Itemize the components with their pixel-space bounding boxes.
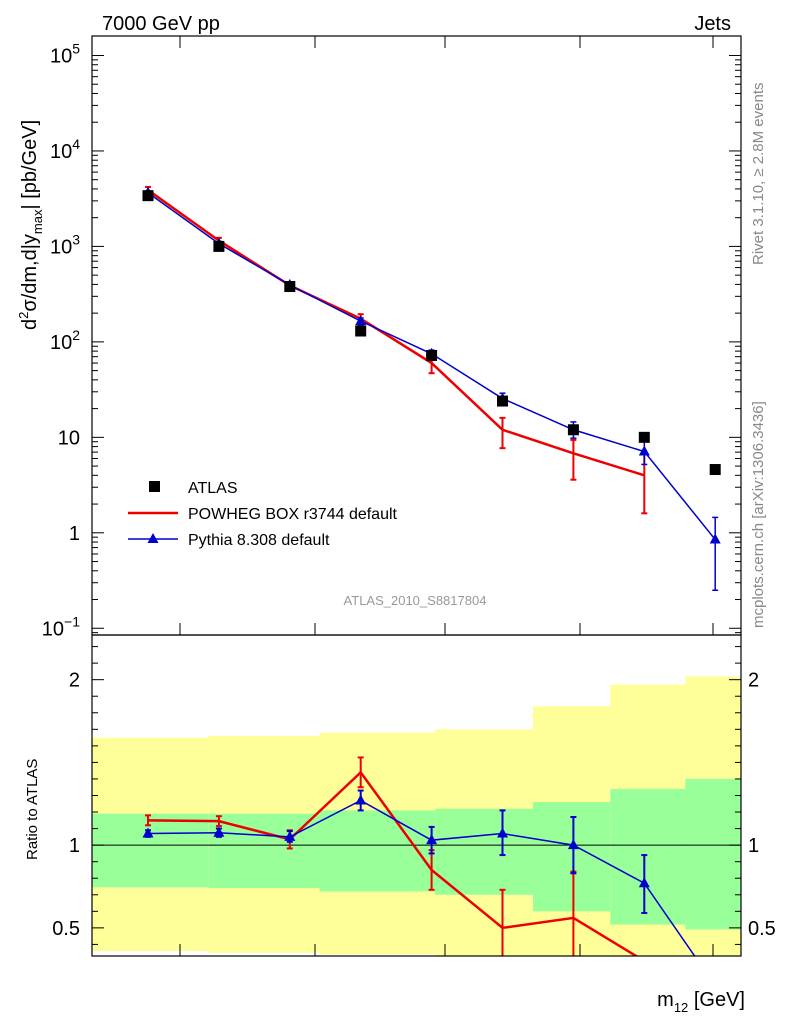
ratio-tick-label-right: 0.5 [748, 918, 776, 940]
ratio-marker [142, 827, 154, 838]
band-inner-4 [532, 802, 611, 912]
ratio-tick-label: 2 [69, 670, 80, 692]
y-tick-label: 10 [58, 427, 80, 449]
y-tick-label: 103 [50, 231, 80, 258]
analysis-label: ATLAS_2010_S8817804 [344, 593, 487, 608]
ratio-tick-label-right: 2 [748, 670, 759, 692]
ratio-marker [213, 826, 225, 837]
pythia-marker [638, 445, 650, 456]
ratio-marker [284, 830, 296, 841]
pythia-marker [355, 315, 367, 326]
process-label: Jets [694, 13, 731, 35]
ratio-y-axis: 0.5 0.5 1 1 2 2 [52, 646, 776, 945]
legend-atlas-marker [149, 481, 160, 492]
main-ylabel: d2σ/dm,d|ymax| [pb/GeV] [16, 120, 45, 330]
ratio-tick-label: 0.5 [52, 918, 80, 940]
series-powheg [145, 185, 648, 515]
atlas-marker [709, 464, 721, 476]
y-tick-label: 104 [50, 136, 80, 163]
band-inner-5 [610, 788, 686, 925]
atlas-marker [213, 240, 225, 252]
powheg-line [147, 188, 645, 477]
legend-label-1: POWHEG BOX r3744 default [188, 506, 398, 523]
ratio-marker [355, 794, 367, 805]
ratio-marker [638, 877, 650, 888]
band-inner-1 [208, 813, 320, 889]
y-tick-label: 102 [50, 327, 80, 354]
series-atlas [142, 190, 721, 476]
main-panel: 10−1 1 10 102 103 104 105 [42, 35, 742, 640]
atlas-marker [142, 190, 154, 202]
y-tick-label: 105 [50, 40, 80, 67]
rivet-label: Rivet 3.1.10, ≥ 2.8M events [750, 83, 767, 266]
atlas-marker [638, 431, 650, 443]
ratio-tick-label-right: 1 [748, 835, 759, 857]
ratio-tick-label: 1 [69, 835, 80, 857]
pythia-marker [709, 533, 721, 544]
band-inner-3 [435, 808, 533, 895]
band-inner-2 [319, 810, 436, 892]
main-y-axis: 10−1 1 10 102 103 104 105 [42, 36, 741, 640]
atlas-marker [567, 424, 579, 436]
legend-label-0: ATLAS [188, 480, 238, 497]
xlabel: m12 [GeV] [657, 989, 745, 1015]
beam-label: 7000 GeV pp [102, 13, 220, 35]
legend: ATLAS POWHEG BOX r3744 default Pythia 8.30… [128, 480, 398, 549]
atlas-marker [426, 349, 438, 361]
ratio-marker [497, 827, 508, 838]
ratio-series-pythia [142, 789, 696, 956]
y-tick-label: 1 [69, 523, 80, 545]
ratio-ylabel: Ratio to ATLAS [24, 759, 41, 860]
atlas-marker [355, 325, 367, 337]
mcplots-label: mcplots.cern.ch [arXiv:1306.3436] [750, 401, 767, 628]
atlas-marker [284, 281, 296, 293]
atlas-marker [497, 395, 508, 407]
legend-label-2: Pythia 8.308 default [188, 532, 330, 549]
band-inner-6 [685, 778, 741, 930]
ratio-marker [426, 834, 438, 845]
ratio-marker [567, 839, 579, 850]
legend-pythia-marker [147, 533, 159, 543]
ratio-panel: 0.5 0.5 1 1 2 2 [52, 634, 776, 957]
y-tick-label: 10−1 [42, 613, 80, 640]
